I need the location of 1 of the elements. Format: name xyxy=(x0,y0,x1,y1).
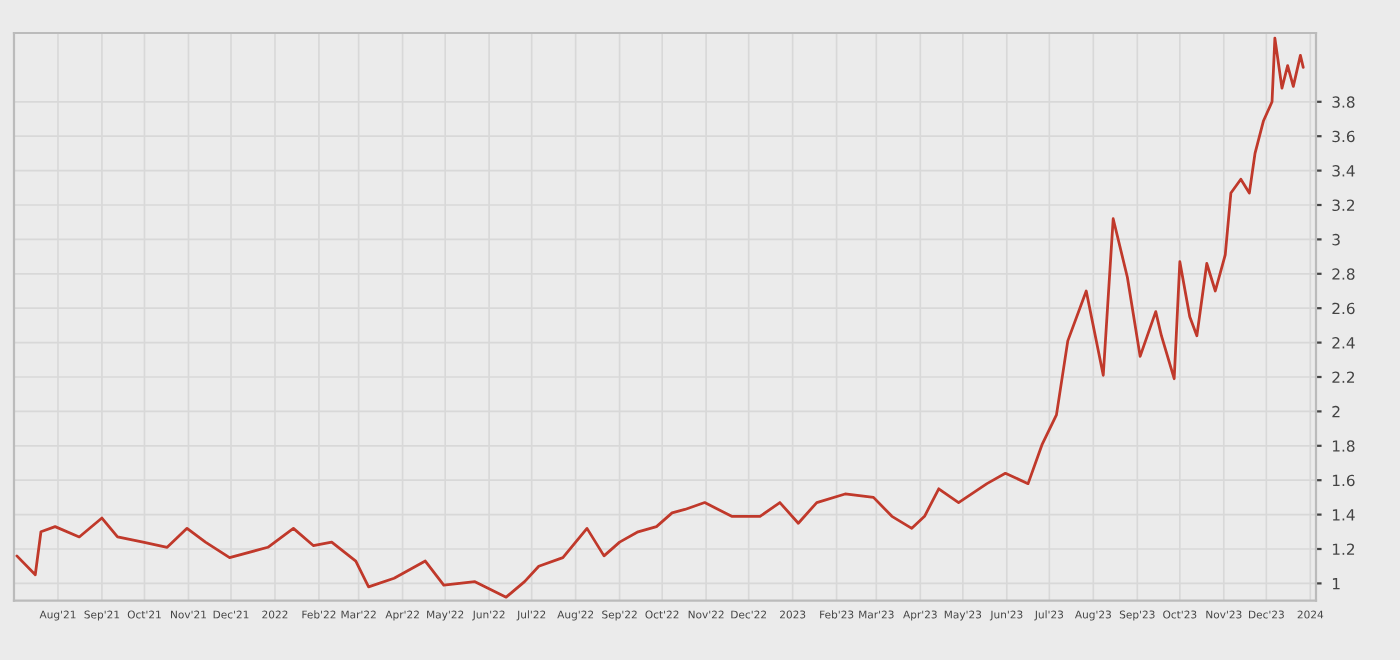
line-series xyxy=(15,36,1305,599)
